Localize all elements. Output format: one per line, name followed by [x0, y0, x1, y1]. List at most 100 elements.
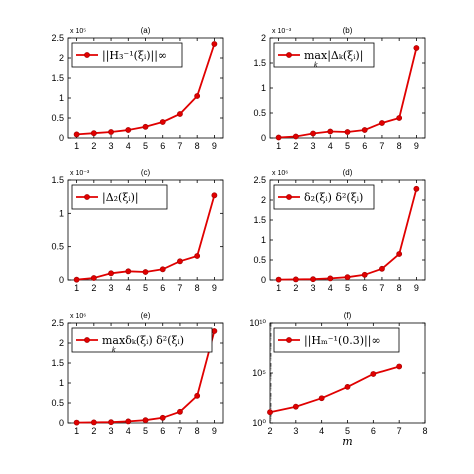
x-tick-label: 3 [109, 141, 114, 151]
x-tick-label: 1 [74, 141, 79, 151]
exponent-label: x 10⁻³ [70, 170, 90, 177]
legend-marker [286, 52, 292, 58]
legend-label: maxδₖ(ξᵢ) δ²(ξᵢ) [102, 334, 184, 347]
data-point [73, 419, 80, 426]
legend-box [273, 184, 375, 210]
y-tick-label: 1.5 [51, 73, 64, 83]
legend-subscript: k [112, 347, 116, 354]
x-tick-label: 2 [91, 283, 96, 293]
y-tick-label: 0.5 [51, 398, 64, 408]
data-point [177, 258, 183, 265]
data-point [292, 403, 299, 410]
data-point [292, 276, 299, 283]
data-point [310, 130, 316, 137]
y-tick-label: 1.5 [253, 215, 266, 225]
x-tick-label: 2 [267, 426, 272, 436]
data-point [361, 271, 368, 278]
x-tick-label: 7 [177, 283, 182, 293]
x-tick-label: 7 [379, 283, 384, 293]
data-point [344, 274, 351, 281]
x-tick-label: 5 [143, 426, 148, 436]
x-tick-label: 7 [177, 426, 182, 436]
data-point [327, 275, 334, 282]
y-tick-label: 2 [59, 338, 64, 348]
legend: max|Δₖ(ξᵢ)|k [273, 42, 375, 69]
data-point [194, 253, 201, 259]
panel-e: (e) x 10⁶ 1 2 3 4 5 6 7 8 9 0 0.5 1 1.5 2 2.5 maxδₖ(ξᵢ) δ… [51, 311, 224, 436]
data-point [73, 131, 80, 138]
x-tick-label: 4 [126, 141, 131, 151]
x-tick-label: 5 [143, 141, 148, 151]
x-tick-label: 7 [379, 141, 384, 151]
x-tick-label: 2 [293, 141, 298, 151]
x-tick-label: 9 [212, 426, 217, 436]
x-tick-label: 3 [311, 141, 316, 151]
legend-marker [84, 52, 90, 58]
y-tick-label: 10⁵ [252, 368, 266, 378]
data-point [125, 268, 132, 275]
data-point [396, 363, 403, 370]
x-tick-label: 8 [195, 283, 200, 293]
data-point [211, 328, 218, 334]
panel-label: (b) [343, 26, 353, 35]
y-tick-label: 1 [261, 235, 266, 245]
x-tick-label: 3 [293, 426, 298, 436]
data-point [90, 275, 97, 281]
x-tick-label: 8 [195, 426, 200, 436]
x-tick-label: 6 [160, 426, 165, 436]
panel-label: (d) [343, 168, 353, 177]
x-tick-label: 8 [422, 426, 427, 436]
data-point [413, 45, 420, 51]
x-tick-label: 3 [109, 426, 114, 436]
y-tick-label: 0 [59, 418, 64, 428]
x-tick-label: 4 [328, 283, 333, 293]
legend-marker [286, 337, 292, 343]
x-tick-label: 9 [212, 141, 217, 151]
legend: ||Hₘ⁻¹(0.3)||∞ [273, 327, 400, 353]
x-tick-label: 4 [319, 426, 324, 436]
data-point [275, 134, 282, 141]
x-tick-label: 9 [414, 283, 419, 293]
x-tick-label: 5 [345, 141, 350, 151]
x-tick-label: 6 [362, 283, 367, 293]
data-point [90, 130, 97, 137]
x-tick-label: 3 [311, 283, 316, 293]
y-tick-label: 1.5 [51, 175, 64, 185]
x-tick-label: 5 [143, 283, 148, 293]
data-point [318, 395, 325, 402]
panel-c: (c) x 10⁻³ 1 2 3 4 5 6 7 8 9 0 0.5 1 1.5 |Δ₂(ξᵢ)| [51, 168, 224, 293]
x-tick-label: 2 [293, 283, 298, 293]
data-point [413, 185, 420, 192]
y-tick-label: 2 [261, 33, 266, 43]
y-tick-label: 2.5 [51, 318, 64, 328]
y-tick-label: 0 [261, 133, 266, 143]
legend: |Δ₂(ξᵢ)| [71, 184, 168, 210]
x-tick-label: 1 [276, 283, 281, 293]
data-point [379, 265, 385, 272]
x-tick-label: 6 [160, 141, 165, 151]
legend: ||H₃⁻¹(ξᵢ)||∞ [71, 42, 183, 68]
data-point [177, 408, 183, 415]
panel-b: (b) x 10⁻³ 1 2 3 4 5 6 7 8 9 0 0.5 1 1.5 2 max|Δₖ(ξᵢ)|k [253, 26, 426, 151]
x-tick-label: 7 [177, 141, 182, 151]
y-tick-label: 2.5 [51, 33, 64, 43]
data-point [194, 93, 201, 99]
data-point [361, 127, 368, 133]
x-tick-label: 6 [160, 283, 165, 293]
legend-marker [84, 194, 90, 200]
x-tick-label: 8 [397, 141, 402, 151]
legend-label: |Δ₂(ξᵢ)| [102, 191, 139, 205]
y-tick-label: 1 [59, 378, 64, 388]
y-tick-label: 1.5 [253, 58, 266, 68]
exponent-label: x 10⁻³ [272, 28, 292, 35]
x-tick-label: 9 [212, 283, 217, 293]
data-point [108, 270, 114, 277]
data-point [396, 115, 403, 121]
x-tick-label: 4 [126, 426, 131, 436]
y-tick-label: 0 [261, 275, 266, 285]
legend-marker [286, 194, 292, 200]
x-axis-label: m [342, 435, 352, 448]
x-tick-label: 5 [345, 283, 350, 293]
data-point [344, 383, 351, 390]
legend-marker [84, 337, 90, 343]
